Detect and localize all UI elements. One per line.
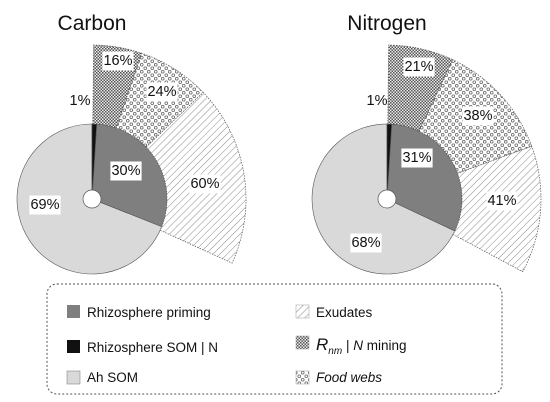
- nitrogen-chart: Nitrogen 68% 31% 1% 21% 38% 41%: [311, 12, 542, 275]
- legend-label-rhizosphere-som-n: Rhizosphere SOM | N: [87, 340, 218, 355]
- nitrogen-label-fan-r-nm-n-mining-bg: [403, 57, 435, 77]
- legend-label-ah-som: Ah SOM: [87, 370, 138, 385]
- carbon-label-fan-food-webs: 24%: [147, 84, 176, 100]
- carbon-label-rhizosphere-priming-group: 30%: [110, 161, 142, 181]
- nitrogen-label-fan-food-webs-group: 38%: [462, 106, 494, 126]
- legend-swatch-food-webs: [295, 370, 310, 385]
- carbon-label-fan-exudates-group: 60%: [189, 174, 221, 194]
- legend: Rhizosphere priming Rhizosphere SOM | N …: [46, 283, 503, 395]
- carbon-label-fan-food-webs-bg: [146, 82, 178, 102]
- nitrogen-label-fan-exudates: 41%: [487, 193, 516, 209]
- carbon-label-rhizosphere-priming-bg: [110, 161, 142, 181]
- legend-swatch-exudates: [295, 304, 310, 319]
- carbon-label-fan-r-nm-n-mining-bg: [102, 51, 134, 71]
- carbon-label-fan-exudates-bg: [189, 174, 221, 194]
- carbon-label-fan-r-nm-n-mining-group: 16%: [102, 51, 134, 71]
- legend-label-rnm-r: R: [316, 335, 328, 354]
- carbon-center-hole: [82, 189, 102, 209]
- nitrogen-label-rhizosphere-priming-group: 31%: [401, 148, 433, 168]
- carbon-chart: Carbon 69% 30% 1% 16% 24% 60%: [16, 12, 247, 275]
- legend-swatch-rnm-n-mining: [295, 335, 310, 350]
- legend-box: [46, 283, 503, 395]
- nitrogen-label-fan-r-nm-n-mining-group: 21%: [403, 57, 435, 77]
- nitrogen-label-ah-som: 68%: [351, 235, 380, 251]
- nitrogen-label-fan-food-webs-bg: [462, 106, 494, 126]
- nitrogen-label-fan-r-nm-n-mining: 21%: [404, 59, 433, 75]
- carbon-label-rhizosphere-priming: 30%: [111, 163, 140, 179]
- nitrogen-label-ah-som-bg: [350, 233, 382, 253]
- legend-swatch-ah-som: [66, 370, 81, 385]
- carbon-label-ah-som-group: 69%: [29, 195, 61, 215]
- carbon-label-ah-som-bg: [29, 195, 61, 215]
- nitrogen-label-fan-food-webs: 38%: [463, 108, 492, 124]
- legend-swatch-rhizosphere-priming: [67, 305, 80, 318]
- legend-label-rhizosphere-priming: Rhizosphere priming: [87, 305, 211, 320]
- nitrogen-label-rhizosphere-som-n: 1%: [367, 93, 388, 109]
- nitrogen-label-rhizosphere-priming: 31%: [402, 150, 431, 166]
- legend-label-rnm-n-mining: Rnm | N mining: [316, 335, 406, 357]
- carbon-title: Carbon: [58, 12, 127, 35]
- legend-label-rnm-sub: nm: [328, 346, 342, 357]
- nitrogen-center-hole: [377, 189, 397, 209]
- legend-swatch-rhizosphere-som-n: [67, 340, 80, 353]
- legend-label-exudates: Exudates: [316, 305, 373, 320]
- carbon-label-fan-exudates: 60%: [190, 176, 219, 192]
- nitrogen-label-ah-som-group: 68%: [350, 233, 382, 253]
- nitrogen-label-fan-exudates-group: 41%: [486, 191, 518, 211]
- carbon-label-fan-food-webs-group: 24%: [146, 82, 178, 102]
- legend-label-rnm-mining: mining: [363, 338, 407, 353]
- carbon-label-rhizosphere-som-n: 1%: [70, 93, 91, 109]
- carbon-label-ah-som: 69%: [30, 197, 59, 213]
- carbon-label-fan-r-nm-n-mining: 16%: [103, 53, 132, 69]
- legend-label-rnm-n: N: [353, 338, 363, 353]
- nitrogen-title: Nitrogen: [347, 12, 426, 35]
- legend-label-food-webs: Food webs: [316, 370, 382, 385]
- legend-label-rnm-sep: |: [342, 338, 353, 353]
- nitrogen-label-rhizosphere-priming-bg: [401, 148, 433, 168]
- nitrogen-label-fan-exudates-bg: [486, 191, 518, 211]
